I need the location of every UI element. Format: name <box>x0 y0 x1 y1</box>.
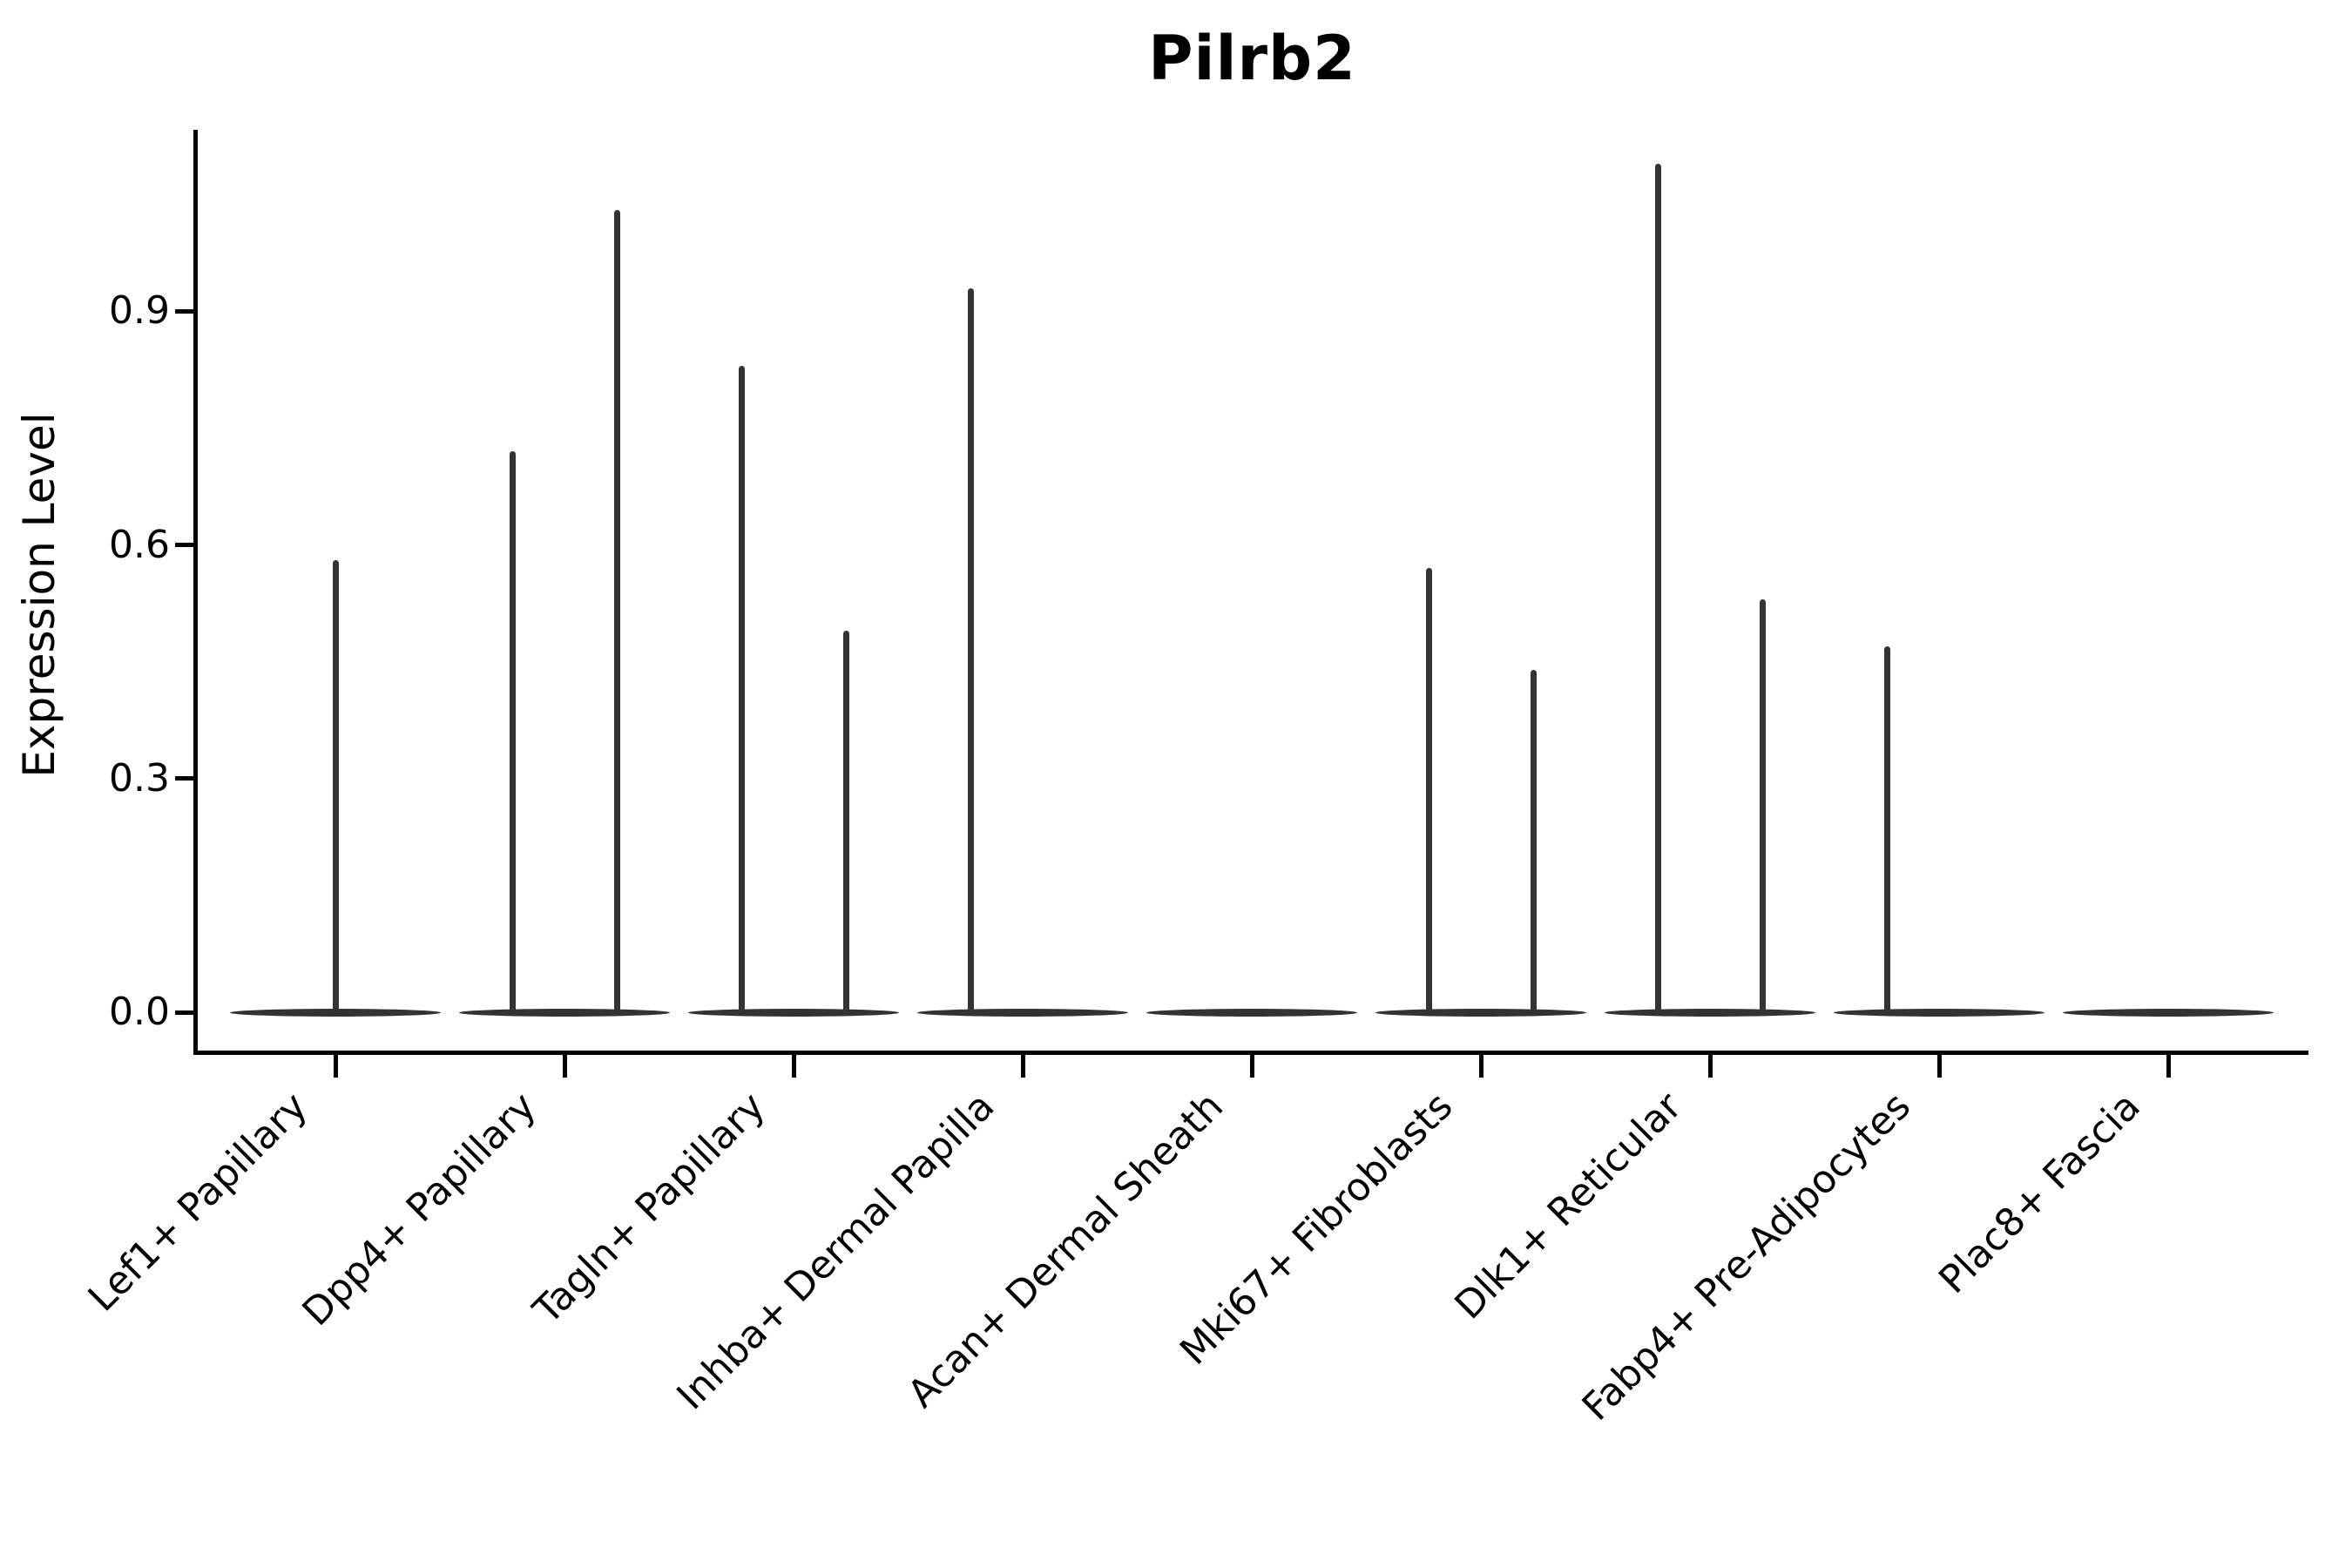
y-tick-mark <box>175 1010 194 1015</box>
x-tick-label: Lef1+ Papillary <box>79 1084 316 1321</box>
x-tick-label: Dpp4+ Papillary <box>294 1084 545 1335</box>
violin-spike <box>967 287 974 1016</box>
y-tick-mark <box>175 543 194 548</box>
chart-title: Pilrb2 <box>1148 23 1356 94</box>
violin-spike <box>1883 645 1890 1016</box>
violin-base <box>1375 1009 1586 1017</box>
y-tick-mark <box>175 308 194 314</box>
x-tick-label: Tagln+ Papillary <box>525 1084 774 1333</box>
x-tick-mark <box>1936 1055 1942 1078</box>
y-tick-label: 0.9 <box>109 288 170 334</box>
violin-spike <box>332 560 339 1016</box>
y-tick-label: 0.0 <box>109 990 170 1034</box>
y-axis-spine <box>193 130 198 1055</box>
x-tick-label: Dlk1+ Reticular <box>1446 1084 1691 1328</box>
x-tick-mark <box>1707 1055 1713 1078</box>
x-tick-mark <box>333 1055 338 1078</box>
violin-base <box>459 1009 670 1017</box>
x-tick-mark <box>1249 1055 1254 1078</box>
violin-spike <box>1759 599 1766 1016</box>
violin-base <box>1605 1009 1815 1017</box>
violin-base <box>2063 1009 2274 1017</box>
x-tick-mark <box>791 1055 796 1078</box>
violin-spike <box>738 365 745 1016</box>
x-tick-mark <box>2166 1055 2171 1078</box>
violin-spike <box>509 451 516 1016</box>
violin-spike <box>842 630 849 1016</box>
y-tick-label: 0.6 <box>109 522 170 567</box>
x-tick-mark <box>1020 1055 1025 1078</box>
y-tick-label: 0.3 <box>109 755 170 801</box>
violin-spike <box>1530 669 1537 1016</box>
x-tick-mark <box>1478 1055 1484 1078</box>
x-axis-spine <box>193 1051 2308 1055</box>
y-tick-mark <box>175 776 194 781</box>
violin-base <box>688 1009 899 1017</box>
x-tick-label: Plac8+ Fascia <box>1930 1084 2149 1302</box>
violin-base <box>1146 1009 1357 1017</box>
violin-base <box>1834 1009 2044 1017</box>
violin-base <box>917 1009 1128 1017</box>
violin-spike <box>613 210 620 1016</box>
x-tick-mark <box>562 1055 567 1078</box>
violin-spike <box>1654 163 1661 1016</box>
violin-spike <box>1425 568 1432 1016</box>
